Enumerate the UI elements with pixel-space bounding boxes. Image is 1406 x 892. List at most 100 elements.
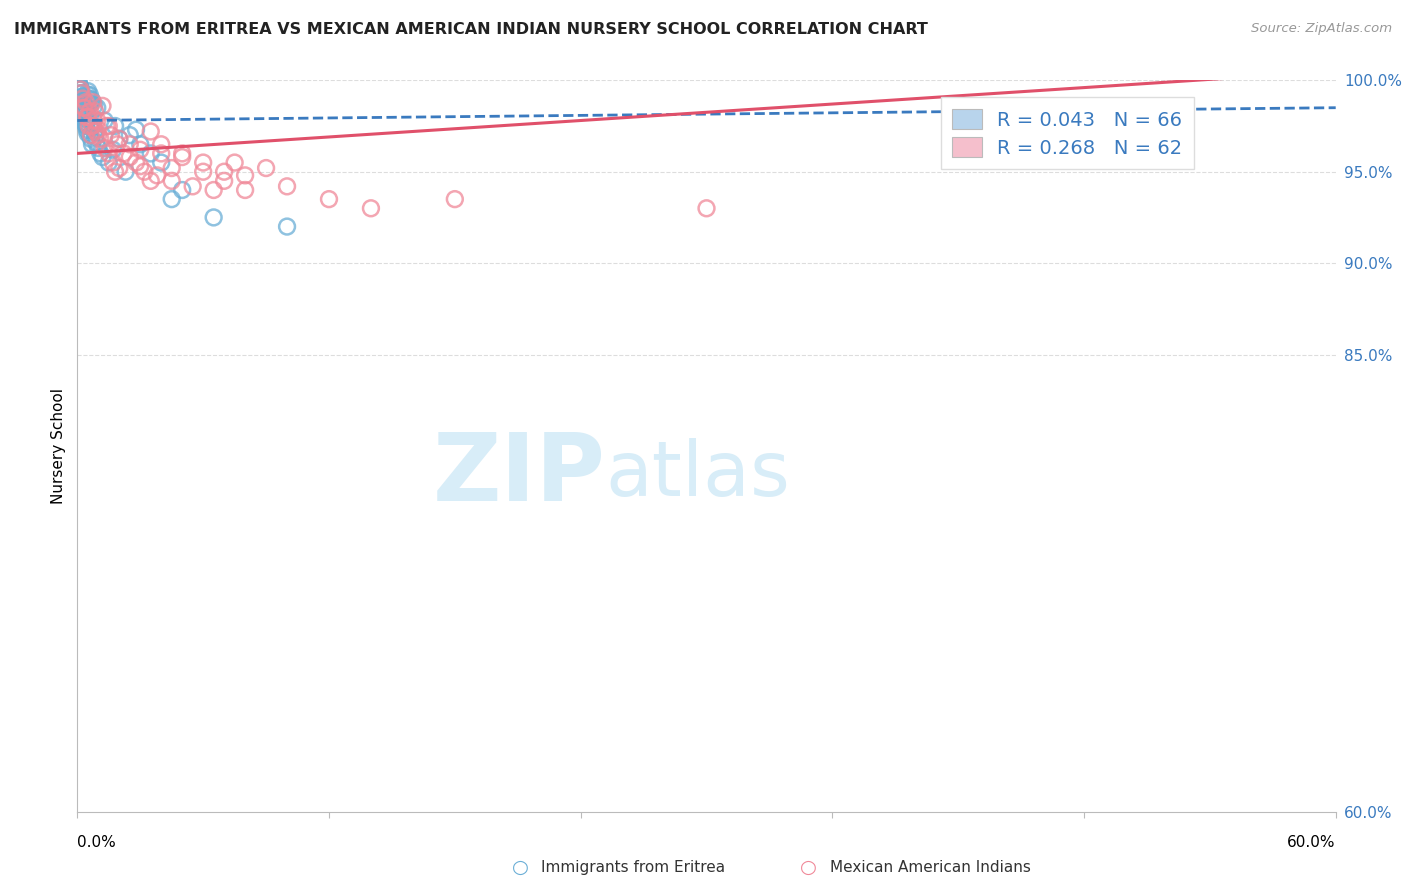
- Point: [84, 136, 107, 150]
- Point: [75, 115, 97, 129]
- Point: [233, 169, 256, 183]
- Point: [76, 110, 98, 124]
- Point: [276, 219, 298, 234]
- Point: [202, 183, 225, 197]
- Point: [67, 110, 90, 124]
- Point: [97, 146, 120, 161]
- Point: [93, 113, 115, 128]
- Point: [80, 94, 103, 108]
- Text: Immigrants from Eritrea: Immigrants from Eritrea: [541, 860, 725, 874]
- Point: [70, 86, 93, 100]
- Text: ZIP: ZIP: [433, 429, 606, 521]
- Point: [70, 86, 93, 100]
- Point: [93, 141, 115, 155]
- Point: [77, 84, 100, 98]
- Text: 60.0%: 60.0%: [1288, 836, 1336, 850]
- Point: [139, 174, 162, 188]
- Point: [84, 124, 107, 138]
- Point: [150, 137, 173, 152]
- Point: [75, 119, 97, 133]
- Text: atlas: atlas: [606, 438, 790, 512]
- Point: [75, 106, 97, 120]
- Point: [67, 75, 90, 89]
- Point: [86, 101, 108, 115]
- Point: [191, 155, 215, 169]
- Point: [212, 164, 235, 178]
- Point: [318, 192, 340, 206]
- Point: [101, 143, 124, 157]
- Point: [105, 137, 128, 152]
- Point: [72, 108, 94, 122]
- Point: [80, 97, 103, 112]
- Point: [69, 82, 91, 96]
- Point: [79, 128, 101, 143]
- Point: [75, 95, 97, 110]
- Point: [72, 92, 94, 106]
- Point: [160, 174, 183, 188]
- Point: [76, 104, 98, 119]
- Point: [67, 78, 90, 93]
- Point: [77, 92, 100, 106]
- Point: [125, 155, 148, 169]
- Point: [125, 122, 148, 136]
- Point: [172, 183, 194, 197]
- Point: [112, 146, 135, 161]
- Point: [72, 101, 94, 115]
- Point: [87, 128, 110, 143]
- Point: [129, 137, 152, 152]
- Point: [233, 183, 256, 197]
- Point: [150, 146, 173, 161]
- Point: [77, 119, 100, 133]
- Point: [118, 137, 141, 152]
- Point: [72, 92, 94, 106]
- Point: [202, 211, 225, 225]
- Point: [84, 104, 107, 119]
- Text: Mexican American Indians: Mexican American Indians: [830, 860, 1031, 874]
- Point: [70, 86, 93, 100]
- Point: [276, 179, 298, 194]
- Point: [114, 164, 136, 178]
- Point: [73, 101, 96, 115]
- Point: [83, 99, 105, 113]
- Point: [172, 150, 194, 164]
- Point: [89, 132, 111, 146]
- Point: [254, 161, 277, 175]
- Point: [87, 141, 110, 155]
- Text: ○: ○: [512, 857, 529, 877]
- Point: [104, 164, 127, 178]
- Point: [104, 119, 127, 133]
- Point: [80, 132, 103, 146]
- Point: [108, 132, 131, 146]
- Point: [77, 92, 100, 106]
- Point: [108, 161, 131, 175]
- Point: [129, 159, 152, 173]
- Point: [134, 164, 156, 178]
- Point: [101, 155, 124, 169]
- Point: [73, 103, 96, 117]
- Point: [160, 161, 183, 175]
- Point: [80, 137, 103, 152]
- Point: [72, 99, 94, 113]
- Point: [108, 132, 131, 146]
- Point: [67, 77, 90, 91]
- Point: [172, 146, 194, 161]
- Point: [86, 113, 108, 128]
- Point: [118, 128, 141, 143]
- Point: [69, 82, 91, 96]
- Point: [75, 112, 97, 126]
- Point: [224, 155, 246, 169]
- Point: [139, 146, 162, 161]
- Point: [89, 146, 111, 161]
- Text: ○: ○: [800, 857, 817, 877]
- Point: [83, 113, 105, 128]
- Point: [118, 150, 141, 164]
- Point: [97, 119, 120, 133]
- Point: [91, 150, 114, 164]
- Point: [72, 89, 94, 103]
- Point: [129, 143, 152, 157]
- Text: IMMIGRANTS FROM ERITREA VS MEXICAN AMERICAN INDIAN NURSERY SCHOOL CORRELATION CH: IMMIGRANTS FROM ERITREA VS MEXICAN AMERI…: [14, 22, 928, 37]
- Point: [212, 174, 235, 188]
- Point: [146, 169, 169, 183]
- Point: [69, 80, 91, 95]
- Point: [70, 101, 93, 115]
